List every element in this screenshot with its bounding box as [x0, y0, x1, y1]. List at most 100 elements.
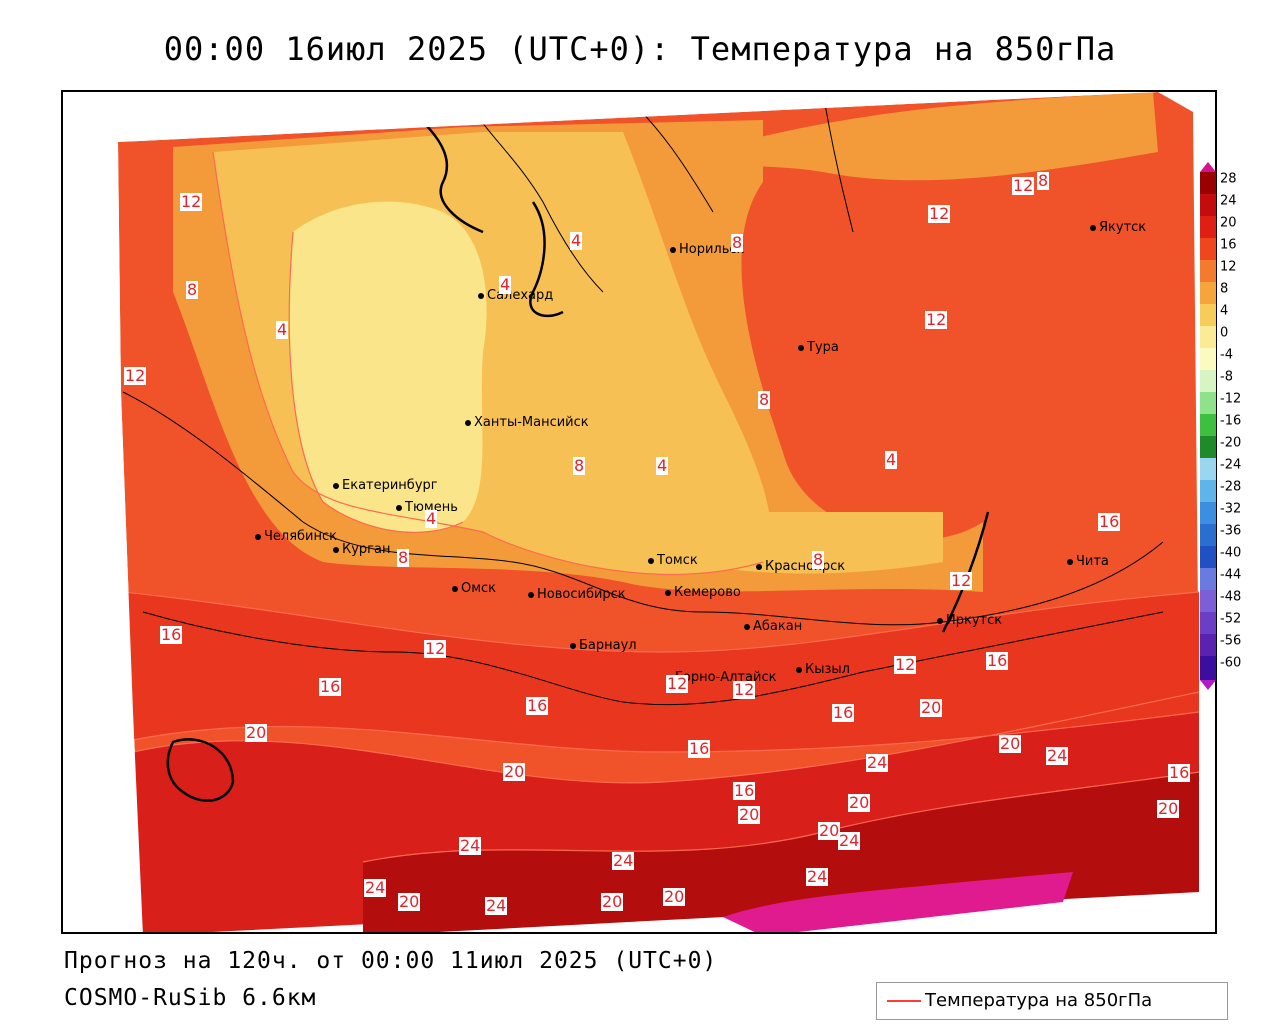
colorbar-label: 8 — [1220, 281, 1229, 297]
isotherm-label: 20 — [245, 723, 268, 742]
city-ekaterinburg: Екатеринбург — [333, 478, 438, 493]
city-tomsk: Томск — [648, 553, 698, 568]
colorbar-label: -60 — [1220, 655, 1242, 671]
city-khanty-mansiysk: Ханты-Мансийск — [465, 415, 589, 430]
field-28-hot — [723, 872, 1073, 932]
isotherm-label: 12 — [733, 680, 756, 699]
colorbar-label: -48 — [1220, 589, 1242, 605]
isotherm-label: 20 — [848, 793, 871, 812]
legend-label: Температура на 850гПа — [925, 990, 1153, 1011]
city-kurgan: Курган — [333, 542, 390, 557]
isotherm-label: 4 — [276, 320, 289, 339]
isotherm-label: 16 — [832, 703, 855, 722]
colorbar-label: -20 — [1220, 435, 1242, 451]
city-tyumen: Тюмень — [396, 500, 458, 515]
isotherm-label: 8 — [812, 550, 825, 569]
isotherm-label: 12 — [424, 639, 447, 658]
isotherm-label: 12 — [666, 674, 689, 693]
isotherm-label: 8 — [758, 390, 771, 409]
isotherm-label: 8 — [1037, 171, 1050, 190]
city-salekhard: Салехард — [478, 288, 553, 303]
isotherm-label: 20 — [398, 892, 421, 911]
isotherm-label: 24 — [806, 867, 829, 886]
isotherm-label: 12 — [894, 655, 917, 674]
city-norilsk: Норильск — [670, 242, 744, 257]
domain-mask-top — [118, 92, 1158, 142]
isotherm-label: 4 — [570, 231, 583, 250]
isotherm-label: 4 — [499, 275, 512, 294]
isotherm-label: 16 — [733, 781, 756, 800]
isotherm-label: 20 — [1157, 799, 1180, 818]
colorbar-label: -8 — [1220, 369, 1233, 385]
city-tura: Тура — [798, 340, 839, 355]
isotherm-label: 20 — [663, 887, 686, 906]
isotherm-label: 24 — [1046, 746, 1069, 765]
colorbar — [1200, 162, 1216, 690]
city-barnaul: Барнаул — [570, 638, 637, 653]
field-ne-band — [703, 92, 1158, 181]
map-legend: Температура на 850гПа — [876, 982, 1228, 1020]
city-krasnoyarsk: Красноярск — [756, 559, 845, 574]
colorbar-label: 0 — [1220, 325, 1229, 341]
isotherm-label: 8 — [731, 233, 744, 252]
chart-title: 00:00 16июл 2025 (UTC+0): Температура на… — [163, 30, 1117, 68]
isotherm-label: 24 — [866, 753, 889, 772]
colorbar-label: -12 — [1220, 391, 1242, 407]
isotherm-label: 4 — [885, 450, 898, 469]
colorbar-label: -32 — [1220, 501, 1242, 517]
isotherm-label: 20 — [503, 762, 526, 781]
isotherm-label: 8 — [186, 280, 199, 299]
isotherm-label: 12 — [124, 366, 147, 385]
isotherm-label: 24 — [459, 836, 482, 855]
isotherm-contours — [122, 151, 1200, 863]
city-omsk: Омск — [452, 581, 496, 596]
isotherm-label: 4 — [425, 509, 438, 528]
isotherm-label: 12 — [928, 204, 951, 223]
isotherm-label: 24 — [485, 896, 508, 915]
isotherm-label: 16 — [986, 651, 1009, 670]
isotherm-label: 24 — [838, 831, 861, 850]
colorbar-label: -56 — [1220, 633, 1242, 649]
isotherm-label: 12 — [925, 310, 948, 329]
city-novosibirsk: Новосибирск — [528, 587, 626, 602]
colorbar-label: -4 — [1220, 347, 1233, 363]
isotherm-label: 16 — [1098, 512, 1121, 531]
colorbar-label: 24 — [1220, 193, 1237, 209]
isotherm-label: 20 — [738, 805, 761, 824]
city-abakan: Абакан — [744, 619, 802, 634]
colorbar-label: -52 — [1220, 611, 1242, 627]
isotherm-label: 16 — [526, 696, 549, 715]
map-canvas — [63, 92, 1215, 932]
colorbar-label: -24 — [1220, 457, 1242, 473]
isotherm-label: 8 — [573, 456, 586, 475]
colorbar-label: 16 — [1220, 237, 1237, 253]
isotherm-label: 16 — [688, 739, 711, 758]
isotherm-label: 16 — [319, 677, 342, 696]
isotherm-label: 16 — [160, 625, 183, 644]
model-name: COSMO-RuSib 6.6км — [64, 985, 317, 1011]
city-chita: Чита — [1067, 554, 1109, 569]
city-irkutsk: Иркутск — [937, 613, 1002, 628]
city-yakutsk: Якутск — [1090, 220, 1146, 235]
isotherm-label: 12 — [180, 192, 203, 211]
isotherm-label: 12 — [950, 571, 973, 590]
isotherm-label: 12 — [1012, 176, 1035, 195]
isotherm-label: 24 — [612, 851, 635, 870]
isotherm-label: 16 — [1168, 763, 1191, 782]
legend-line-swatch — [887, 1000, 921, 1002]
city-kemerovo: Кемерово — [665, 585, 741, 600]
colorbar-label: -28 — [1220, 479, 1242, 495]
field-0-4 — [289, 201, 487, 533]
domain-mask-left — [63, 92, 143, 932]
colorbar-label: -44 — [1220, 567, 1242, 583]
isotherm-label: 20 — [920, 698, 943, 717]
forecast-info: Прогноз на 120ч. от 00:00 11июл 2025 (UT… — [64, 948, 718, 974]
isotherm-label: 4 — [656, 456, 669, 475]
city-kyzyl: Кызыл — [796, 662, 850, 677]
isotherm-label: 8 — [397, 548, 410, 567]
colorbar-label: 12 — [1220, 259, 1237, 275]
colorbar-label: 28 — [1220, 171, 1237, 187]
isotherm-label: 20 — [818, 821, 841, 840]
colorbar-label: 4 — [1220, 303, 1229, 319]
city-chelyabinsk: Челябинск — [255, 529, 337, 544]
